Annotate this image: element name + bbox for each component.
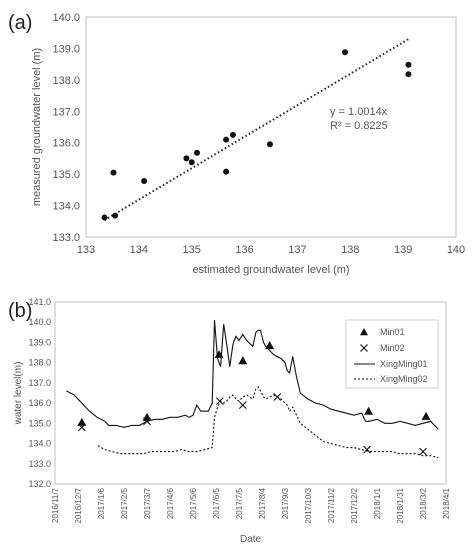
x-tick-label: 2018/1/1 bbox=[373, 487, 382, 519]
y-tick-label: 140.0 bbox=[28, 317, 51, 327]
data-point bbox=[188, 159, 195, 166]
x-tick-label: 135 bbox=[183, 244, 201, 256]
y-tick-label: 140.0 bbox=[52, 12, 80, 24]
legend-label: Min02 bbox=[380, 343, 405, 353]
plot-frame bbox=[54, 301, 447, 485]
y-tick-label: 138.0 bbox=[28, 358, 51, 368]
data-point bbox=[342, 49, 348, 56]
trendline bbox=[103, 38, 409, 221]
y-tick-label: 136.0 bbox=[52, 138, 80, 150]
y-tick-label: 133.0 bbox=[28, 459, 51, 469]
x-tick-label: 2017/11/2 bbox=[327, 487, 336, 523]
x-tick-label: 139 bbox=[394, 244, 412, 256]
legend-label: Min01 bbox=[380, 327, 405, 337]
y-tick-label: 139.0 bbox=[52, 43, 80, 55]
data-point bbox=[110, 169, 117, 176]
x-tick-label: 137 bbox=[288, 244, 306, 256]
y-tick-label: 133.0 bbox=[52, 232, 80, 244]
data-point bbox=[229, 131, 236, 138]
data-point bbox=[223, 168, 230, 175]
data-point bbox=[112, 212, 119, 219]
y-axis-title: measured groundwater level (m) bbox=[31, 48, 43, 206]
x-tick-label: 140 bbox=[447, 244, 465, 256]
x-tick-label: 134 bbox=[130, 244, 148, 256]
min02-marker bbox=[273, 393, 282, 401]
data-point bbox=[194, 149, 200, 156]
min01-marker bbox=[421, 411, 431, 420]
y-tick-label: 137.0 bbox=[52, 106, 80, 118]
r-squared-label: R² = 0.8225 bbox=[330, 120, 388, 132]
x-tick-label: 2017/9/3 bbox=[281, 487, 290, 519]
data-point bbox=[405, 61, 412, 68]
xingming02-line bbox=[97, 386, 439, 459]
x-axis-title: Date bbox=[240, 534, 262, 545]
x-axis-title: estimated groundwater level (m) bbox=[192, 264, 349, 276]
x-tick-label: 2017/3/7 bbox=[143, 487, 152, 519]
line-chart-svg: 132.0 133.0 134.0 135.0 136.0 137.0 138.0 139.0… bbox=[13, 297, 451, 545]
legend-label: XingMing02 bbox=[380, 374, 428, 384]
x-tick-label: 138 bbox=[341, 244, 359, 256]
min01-marker bbox=[77, 417, 87, 426]
y-tick-label: 141.0 bbox=[28, 297, 51, 307]
min02-marker bbox=[143, 417, 151, 426]
min02-marker bbox=[215, 397, 224, 405]
x-tick-label: 136 bbox=[235, 244, 253, 256]
data-point bbox=[405, 71, 412, 78]
x-tick-label: 2017/6/5 bbox=[212, 487, 221, 519]
x-tick-label: 133 bbox=[77, 244, 95, 256]
x-tick-label: 2017/10/3 bbox=[304, 487, 313, 523]
x-tick-label: 2017/7/5 bbox=[235, 487, 244, 519]
y-tick-label: 136.0 bbox=[28, 398, 51, 408]
y-tick-label: 132.0 bbox=[28, 479, 51, 489]
data-point bbox=[141, 178, 148, 185]
x-tick-label: 2016/11/7 bbox=[51, 487, 60, 523]
plot-frame bbox=[85, 16, 457, 238]
data-point bbox=[183, 155, 190, 162]
min02-marker bbox=[77, 423, 86, 432]
y-tick-label: 135.0 bbox=[52, 169, 80, 181]
data-point bbox=[101, 214, 108, 221]
y-tick-label: 138.0 bbox=[52, 75, 80, 87]
line-chart-panel: 132.0 133.0 134.0 135.0 136.0 137.0 138.0 139.0… bbox=[0, 292, 474, 550]
min02-marker bbox=[363, 445, 371, 454]
data-point bbox=[266, 141, 273, 148]
y-tick-label: 135.0 bbox=[28, 418, 51, 428]
y-tick-label: 139.0 bbox=[28, 337, 51, 347]
min01-marker bbox=[364, 406, 374, 415]
x-tick-label: 2017/12/2 bbox=[350, 487, 359, 523]
x-tick-label: 2017/1/6 bbox=[97, 487, 106, 519]
min01-marker bbox=[142, 412, 152, 421]
min02-marker bbox=[419, 447, 427, 456]
legend-label: XingMing01 bbox=[380, 359, 428, 369]
x-tick-label: 2018/4/1 bbox=[442, 487, 451, 519]
min02-marker bbox=[238, 401, 247, 410]
panel-b-label: (b) bbox=[8, 300, 33, 322]
legend-min01-symbol bbox=[360, 328, 368, 336]
x-tick-label: 2017/5/6 bbox=[189, 487, 198, 519]
x-tick-label: 2018/1/31 bbox=[396, 487, 405, 523]
min01-marker bbox=[265, 340, 275, 350]
legend-min02-symbol bbox=[360, 344, 368, 352]
legend-frame bbox=[345, 319, 439, 389]
min01-marker bbox=[214, 350, 224, 359]
x-tick-label: 2017/8/4 bbox=[258, 487, 267, 519]
y-axis-title: water level(m) bbox=[13, 362, 24, 426]
legend: Min01 Min02 XingMing01 XingMing02 bbox=[345, 319, 439, 389]
x-tick-label: 2017/4/6 bbox=[166, 487, 175, 519]
data-point bbox=[223, 136, 230, 143]
x-tick-label: 2018/3/2 bbox=[419, 487, 428, 519]
min01-marker bbox=[238, 356, 248, 365]
y-tick-label: 134.0 bbox=[28, 439, 51, 449]
y-tick-label: 134.0 bbox=[52, 201, 80, 213]
y-tick-label: 137.0 bbox=[28, 378, 51, 388]
x-tick-label: 2017/2/5 bbox=[120, 487, 129, 519]
x-tick-label: 2016/12/7 bbox=[74, 487, 83, 523]
trendline-equation: y = 1.0014x bbox=[330, 106, 388, 118]
scatter-chart-panel: 133.0 134.0 135.0 136.0 137.0 138.0 139.0 140.0… bbox=[31, 12, 465, 276]
panel-a-label: (a) bbox=[8, 12, 33, 34]
scatter-chart-svg: 133.0 134.0 135.0 136.0 137.0 138.0 139.0 140.0… bbox=[31, 12, 465, 276]
